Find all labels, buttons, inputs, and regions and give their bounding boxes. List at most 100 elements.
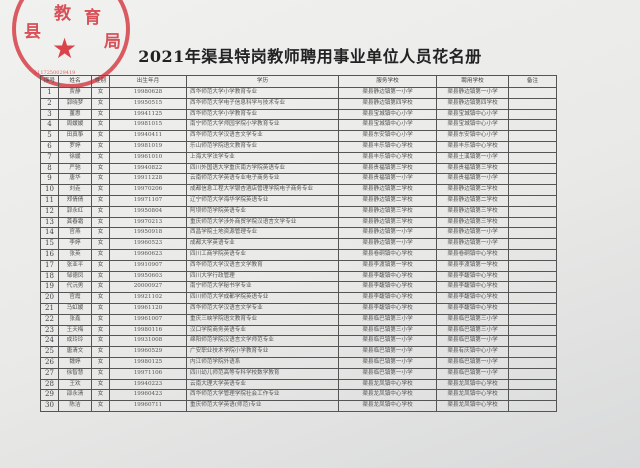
col-no-cell: 4 [40, 119, 59, 132]
col-gender-cell: 女 [91, 227, 110, 240]
col-remarks-cell [508, 119, 557, 132]
col-education-cell: 西昌学院土地资源管理专业 [186, 227, 339, 240]
col-service-school-cell: 渠县临巴镇第一小学 [338, 356, 437, 369]
col-name-cell: 邹德凤 [58, 270, 92, 283]
col-education-cell: 阿坝师范学院英语专业 [186, 205, 339, 218]
col-no-cell: 26 [40, 356, 59, 369]
header-col-service-school: 服务学校 [338, 75, 437, 88]
table-row: 23 王天梅女 19980116 汉口学院商务英语专业 渠县临巴镇第三小学 渠县临巴镇第三… [40, 324, 557, 337]
col-hiring-school-cell: 渠县卷硐镇中心学校 [436, 248, 509, 261]
col-name-cell: 徐媛 [58, 151, 92, 164]
col-name-cell: 刘垚 [58, 184, 92, 196]
col-name-cell: 田真筝 [58, 130, 92, 142]
col-gender-cell: 女 [91, 108, 110, 121]
col-remarks-cell [508, 162, 557, 175]
col-gender-cell: 女 [91, 216, 110, 229]
col-no-cell: 28 [40, 378, 59, 391]
col-hiring-school-cell: 渠县土溪镇第一小学 [436, 151, 509, 164]
table-row: 7 徐媛女 19961010 上海大学法学专业 渠县丰乐镇中心学校 渠县土溪镇第一小学 [40, 151, 557, 164]
col-remarks-cell [508, 194, 557, 207]
col-service-school-cell: 渠县东安镇中心小学 [338, 130, 437, 142]
col-gender-cell: 女 [91, 238, 110, 250]
col-remarks-cell [508, 270, 557, 283]
col-no-cell: 19 [40, 281, 59, 294]
col-gender-cell: 女 [91, 378, 110, 391]
col-no-cell: 1 [40, 87, 59, 99]
col-remarks-cell [508, 184, 557, 196]
col-education-cell: 重庆三峡学院语文教育专业 [186, 313, 339, 326]
header-col-name: 姓名 [58, 75, 92, 88]
col-service-school-cell: 渠县临巴镇第三小学 [338, 313, 437, 326]
col-service-school-cell: 渠县宝城镇中心小学 [338, 108, 437, 121]
col-service-school-cell: 渠县临巴镇第一小学 [338, 346, 437, 358]
col-service-school-cell: 渠县临巴镇第一小学 [338, 367, 437, 380]
header-col-birth: 出生年月 [109, 75, 187, 88]
table-row: 24 成玲玲女 19931008 绵阳师范学院汉语言文学师范专业 渠县临巴镇第一小学 渠县… [40, 335, 557, 348]
col-birth-cell: 19960623 [109, 248, 187, 261]
col-education-cell: 西华师范大学汉语言文学教育 [186, 259, 339, 272]
col-birth-cell: 19980628 [109, 87, 187, 99]
table-row: 16 张英女 19960623 四川工商学院英语专业 渠县卷硐镇中心学校 渠县卷硐镇中心学… [40, 248, 557, 261]
col-name-cell: 龚春霜 [58, 216, 92, 229]
col-no-cell: 7 [40, 151, 59, 164]
col-birth-cell: 19970206 [109, 184, 187, 196]
col-birth-cell: 19960523 [109, 238, 187, 250]
col-education-cell: 四川工商学院英语专业 [186, 248, 339, 261]
col-hiring-school-cell: 渠县李渡镇第一学校 [436, 259, 509, 272]
seal-char: 局 [104, 32, 121, 52]
col-education-cell: 重庆师范大学涉外商贸学院汉语言文学专业 [186, 216, 339, 229]
seal-char: 育 [84, 8, 101, 28]
col-name-cell: 唐华 [58, 173, 92, 186]
col-hiring-school-cell: 渠县临巴镇第三小学 [436, 313, 509, 326]
table-row: 25 唐清文女 19960529 广安职业技术学院小学教育专业 渠县临巴镇第一小学 渠县有… [40, 346, 557, 358]
col-birth-cell: 19941125 [109, 108, 187, 121]
col-gender-cell: 女 [91, 130, 110, 142]
table-row: 20 官霞女 19921102 四川师范大学成都学院英语专业 渠县李馥镇中心学校 渠县李馥… [40, 292, 557, 304]
col-no-cell: 15 [40, 238, 59, 250]
col-no-cell: 20 [40, 292, 59, 304]
col-birth-cell: 19940223 [109, 378, 187, 391]
col-gender-cell: 女 [91, 324, 110, 337]
seal-code: 5117250029419 [34, 70, 76, 76]
table-row: 13 龚春霜女 19970213 重庆师范大学涉外商贸学院汉语言文学专业 渠县静边镇第三… [40, 216, 557, 229]
col-remarks-cell [508, 151, 557, 164]
col-remarks-cell [508, 97, 557, 110]
col-name-cell: 官燕 [58, 227, 92, 240]
col-gender-cell: 女 [91, 259, 110, 272]
col-no-cell: 14 [40, 227, 59, 240]
col-birth-cell: 20000927 [109, 281, 187, 294]
col-name-cell: 王欢 [58, 378, 92, 391]
table-row: 29 邵永清女 19960423 西华师范大学管理学院社会工作专业 渠县龙凤镇中心学校渠… [40, 389, 557, 402]
col-birth-cell: 19970213 [109, 216, 187, 229]
col-education-cell: 四川外国语大学重庆南方学院英语专业 [186, 162, 339, 175]
col-hiring-school-cell: 渠县李馥镇中心学校 [436, 292, 509, 304]
col-hiring-school-cell: 渠县丰乐镇中心学校 [436, 140, 509, 153]
col-hiring-school-cell: 渠县李馥镇中心学校 [436, 270, 509, 283]
table-row: 1 贾静女 19980628 西华师范大学小学教育专业 渠县静边镇第一小学 渠县静边镇第一… [40, 87, 557, 99]
col-remarks-cell [508, 216, 557, 229]
col-service-school-cell: 渠县龙凤镇中心学校 [338, 378, 437, 391]
table-row: 26 魏婷女 19980125 内江师范学院外语系 渠县临巴镇第一小学 渠县临巴镇第一小学 [40, 356, 557, 369]
roster-table: 序号 姓名 性别 出生年月 学历 服务学校 聘用学校 备注 1 贾静女 19980628 西华师范大… [40, 75, 557, 412]
col-education-cell: 广安职业技术学院小学教育专业 [186, 346, 339, 358]
col-no-cell: 18 [40, 270, 59, 283]
col-remarks-cell [508, 227, 557, 240]
col-gender-cell: 女 [91, 248, 110, 261]
table-row: 5 田真筝女 19940411 西华师范大学汉语言文学专业 渠县东安镇中心小学 渠县东安镇… [40, 130, 557, 142]
table-row: 14 官燕女 19950918 西昌学院土地资源管理专业 渠县静边镇第一小学 渠县静边镇第… [40, 227, 557, 240]
table-header: 序号 姓名 性别 出生年月 学历 服务学校 聘用学校 备注 [40, 75, 557, 88]
col-gender-cell: 女 [91, 194, 110, 207]
col-name-cell: 代沅男 [58, 281, 92, 294]
table-row: 19 代沅男女 20000927 南宁师范大学秘书学专业 渠县李馥镇中心学校 渠县李馥镇中… [40, 281, 557, 294]
col-education-cell: 南宁师范大学师园学院小学教育专业 [186, 119, 339, 132]
seal-char: 教 [54, 4, 71, 24]
col-remarks-cell [508, 281, 557, 294]
col-birth-cell: 19981019 [109, 140, 187, 153]
col-birth-cell: 19961010 [109, 151, 187, 164]
col-hiring-school-cell: 渠县龙凤镇中心学校 [436, 378, 509, 391]
col-education-cell: 云南师范大学英语专业电子商务专业 [186, 173, 339, 186]
col-service-school-cell: 渠县李馥镇中心学校 [338, 281, 437, 294]
table-row: 11 郑倩倩女 19971107 辽宁师范大学海华学院英语专业 渠县静边镇第二学校 渠县静… [40, 194, 557, 207]
col-hiring-school-cell: 渠县临巴镇第三小学 [436, 324, 509, 337]
col-hiring-school-cell: 渠县静边镇第一小学 [436, 87, 509, 99]
